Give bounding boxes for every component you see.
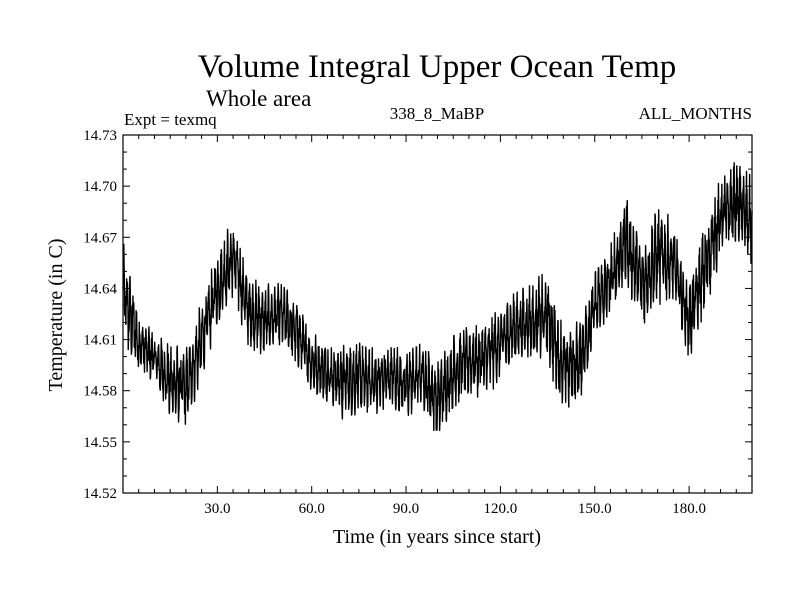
plot-area [122, 134, 753, 494]
x-tick-label: 120.0 [484, 501, 518, 517]
y-axis-label: Temperature (in C) [45, 239, 67, 392]
x-axis: 30.0 60.0 90.0 120.0 150.0 180.0 [138, 135, 737, 517]
x-tick-label: 150.0 [578, 501, 612, 517]
series-line [122, 162, 753, 432]
y-tick-label: 14.55 [83, 435, 117, 451]
months-label: ALL_MONTHS [639, 104, 752, 123]
y-tick-label: 14.61 [83, 333, 117, 349]
x-tick-label: 60.0 [299, 501, 325, 517]
y-tick-label: 14.64 [83, 281, 117, 297]
y-tick-label: 14.73 [83, 128, 117, 144]
x-tick-label: 30.0 [204, 501, 230, 517]
y-tick-label: 14.52 [83, 486, 117, 502]
chart-subtitle: Whole area [206, 86, 311, 111]
y-tick-label: 14.70 [83, 179, 117, 195]
period-label: 338_8_MaBP [390, 104, 484, 123]
x-axis-label: Time (in years since start) [333, 526, 541, 548]
experiment-label: Expt = texmq [124, 110, 217, 129]
chart-title: Volume Integral Upper Ocean Temp [198, 49, 676, 85]
x-tick-label: 180.0 [672, 501, 706, 517]
y-axis: 14.52 14.55 14.58 14.61 14.64 14.67 14.70 14.73 [83, 128, 752, 502]
y-tick-label: 14.67 [83, 230, 117, 246]
y-tick-label: 14.58 [83, 384, 117, 400]
x-tick-label: 90.0 [393, 501, 419, 517]
